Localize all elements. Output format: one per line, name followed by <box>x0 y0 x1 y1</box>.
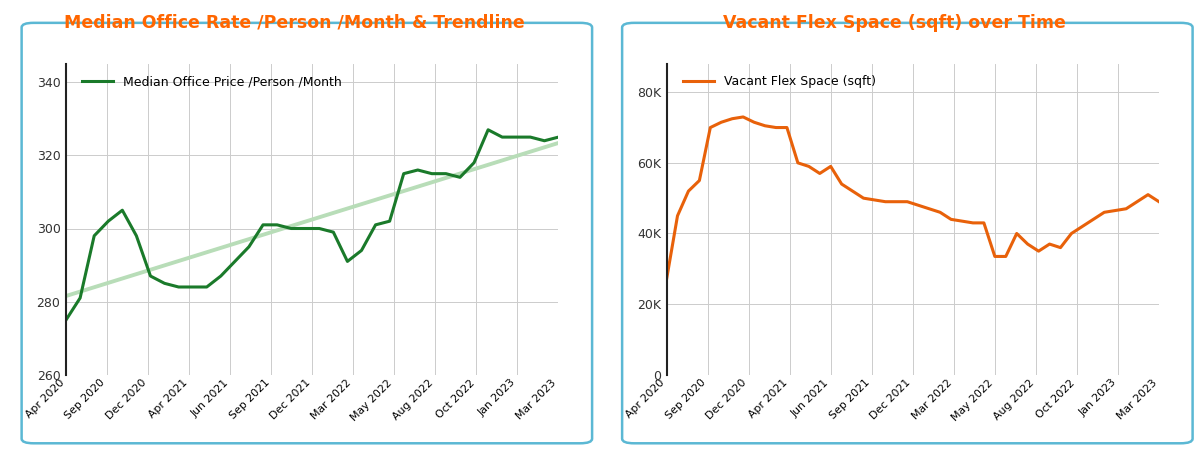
Text: Median Office Rate /Person /Month & Trendline: Median Office Rate /Person /Month & Tren… <box>64 14 525 32</box>
Text: Vacant Flex Space (sqft) over Time: Vacant Flex Space (sqft) over Time <box>723 14 1066 32</box>
Legend: Vacant Flex Space (sqft): Vacant Flex Space (sqft) <box>677 70 882 93</box>
Legend: Median Office Price /Person /Month: Median Office Price /Person /Month <box>77 70 347 93</box>
